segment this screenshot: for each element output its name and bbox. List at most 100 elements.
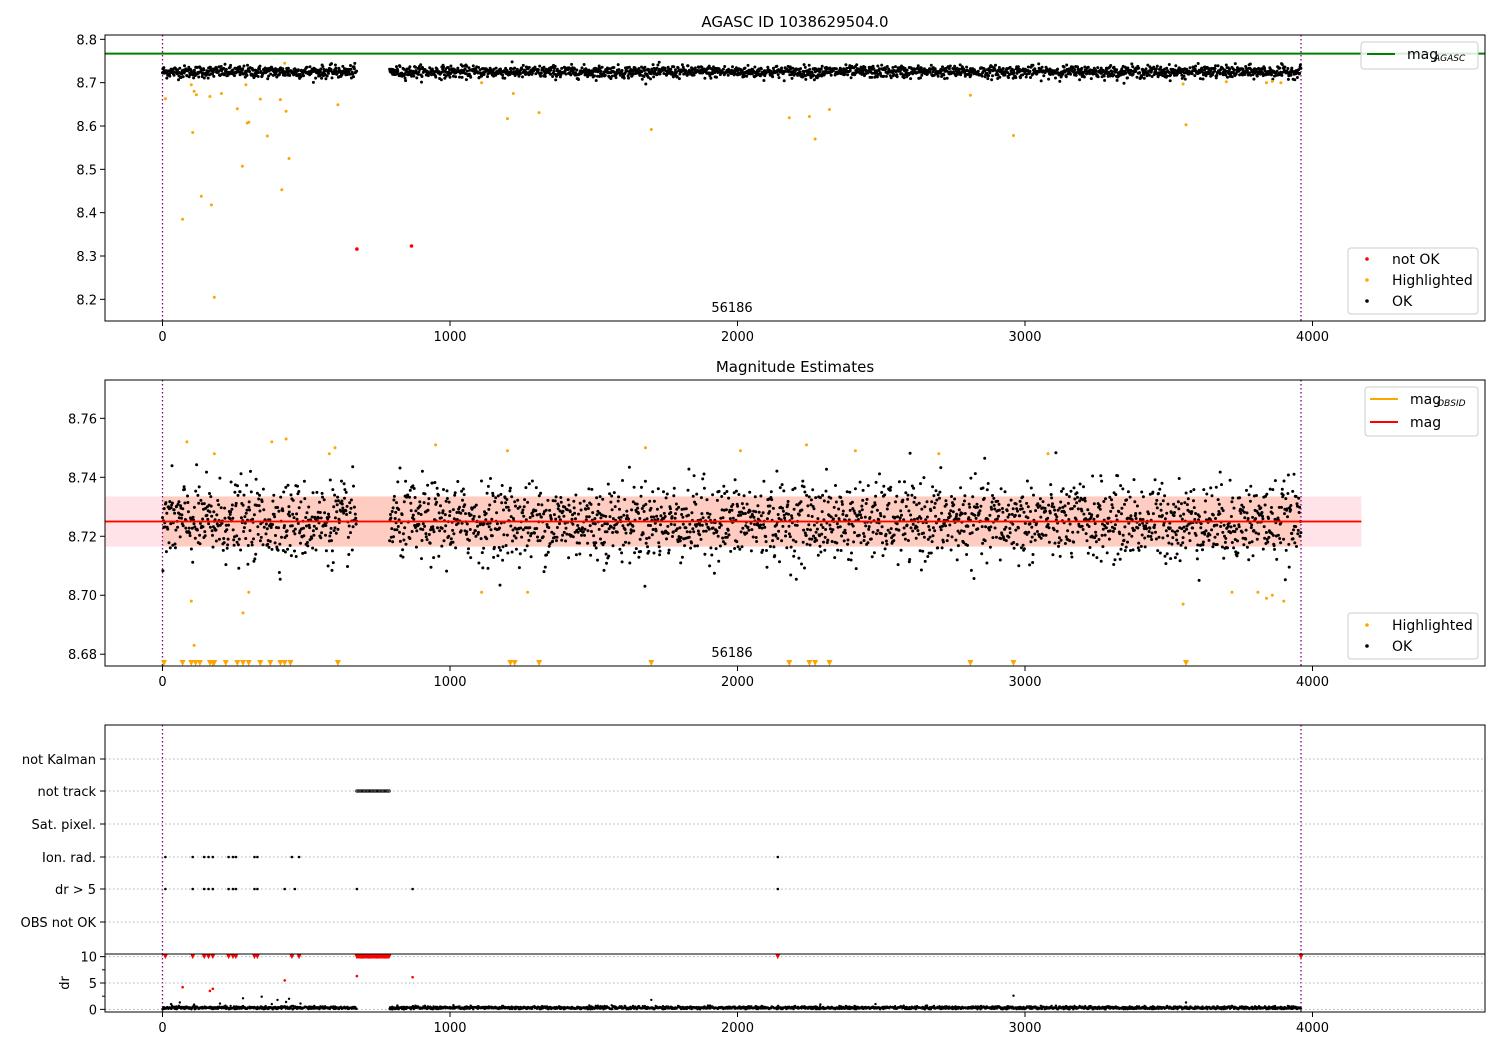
p1-ok-point: [330, 76, 334, 80]
p2-ok-point: [1032, 493, 1035, 497]
p2-ok-point: [875, 508, 879, 512]
p2-ok-point: [248, 508, 252, 512]
p2-ok-point: [223, 506, 227, 510]
p2-ok-point: [245, 508, 249, 512]
p1-ok-point: [712, 65, 715, 69]
p2-ok-point: [875, 532, 878, 536]
p2-ok-point: [258, 493, 261, 497]
p2-ok-point: [1088, 546, 1092, 549]
p2-ok-point: [835, 541, 839, 545]
p2-ok-point: [401, 548, 405, 552]
p2-ok-point: [738, 547, 742, 551]
p2-ok-point: [1161, 499, 1165, 503]
p1-ok-point: [311, 80, 315, 84]
p2-ok-point: [247, 505, 251, 509]
p2-ok-point: [920, 507, 924, 511]
p2-ok-point: [685, 530, 689, 534]
p2-ok-point: [505, 533, 509, 537]
p2-ok-point: [589, 553, 593, 557]
p2-ok-point: [841, 512, 845, 516]
p2-ok-point: [555, 539, 558, 543]
p1-ok-point: [1115, 78, 1119, 82]
p2-ok-point: [609, 525, 613, 529]
p2-ok-point: [235, 534, 239, 538]
p1-ok-point: [461, 64, 464, 68]
p2-xtick-label: 1000: [433, 675, 466, 690]
p2-ok-point: [188, 534, 192, 538]
p1-ok-point: [242, 64, 246, 68]
p2-ok-point: [820, 510, 824, 514]
p2-ok-point: [528, 526, 532, 530]
p1-ok-point: [554, 78, 558, 82]
p1-ok-point: [396, 69, 400, 73]
p1-ok-point: [782, 79, 786, 83]
p2-ok-point: [1128, 495, 1132, 499]
p1-ok-point: [245, 73, 249, 77]
p2-ok-point: [944, 499, 948, 503]
p2-ok-point: [781, 509, 785, 513]
p2-ok-point: [644, 502, 648, 506]
p2-ok-point: [1063, 504, 1067, 508]
p2-ok-point: [861, 488, 865, 492]
p2-ok-point: [306, 544, 310, 548]
p1-ok-point: [407, 73, 411, 77]
p1-highlighted-point: [787, 116, 791, 120]
p2-ok-point: [651, 528, 655, 531]
p1-ok-point: [625, 69, 629, 73]
p2-ytick-label: 8.76: [68, 412, 97, 427]
p2-ok-point: [327, 512, 330, 516]
p2-ok-point: [623, 528, 627, 531]
p2-ok-point: [219, 506, 223, 510]
p2-ok-point: [674, 502, 678, 506]
p2-ok-point: [770, 498, 774, 502]
p1-ok-point: [283, 73, 287, 77]
p2-ok-point: [700, 523, 704, 527]
p2-ok-point: [950, 535, 954, 539]
p2-ok-point: [728, 517, 732, 521]
p2-ok-point: [1004, 525, 1008, 529]
p2-ok-point: [432, 530, 436, 534]
p2-ok-point: [1156, 549, 1160, 553]
p1-ok-point: [1047, 77, 1051, 81]
p2-ok-point: [973, 472, 977, 476]
p1-ok-point: [177, 78, 180, 82]
p2-ok-point: [557, 504, 561, 508]
p2-ok-point: [957, 508, 961, 512]
p2-ok-point: [602, 568, 606, 572]
p2-ok-point: [289, 554, 293, 558]
p2-ok-point: [561, 509, 565, 513]
p2-ok-point: [988, 545, 992, 549]
p2-ok-point: [183, 487, 186, 491]
p2-ok-point: [985, 561, 989, 565]
p2-ok-point: [265, 527, 269, 531]
p2-ok-point: [747, 528, 751, 532]
p1-ok-point: [460, 75, 464, 79]
p1-ytick-label: 8.7: [76, 77, 97, 92]
p2-ok-point: [701, 516, 705, 520]
p2-ok-point: [272, 493, 276, 497]
p2-ok-point: [816, 517, 820, 521]
p2-ok-point: [182, 485, 186, 489]
p2-ok-point: [276, 548, 280, 552]
p2-ok-point: [940, 511, 944, 515]
p2-ok-point: [983, 456, 987, 460]
p2-ok-point: [1058, 554, 1062, 558]
p1-ok-point: [324, 77, 328, 81]
p2-ok-point: [430, 481, 434, 485]
p2-ok-point: [1029, 540, 1033, 544]
p2-ok-point: [573, 511, 577, 515]
p2-ok-point: [1011, 522, 1015, 526]
p2-ok-point: [302, 479, 306, 483]
p1-ok-point: [1086, 65, 1090, 69]
p2-ok-point: [469, 556, 473, 560]
p2-ok-point: [730, 508, 734, 512]
p2-ok-point: [227, 523, 230, 527]
p2-ok-point: [616, 499, 620, 503]
p2-ok-point: [708, 564, 712, 568]
p1-ok-point: [162, 66, 166, 70]
p1-ok-point: [408, 65, 412, 69]
p2-ok-point: [499, 548, 502, 552]
p2-ok-point: [805, 542, 809, 546]
p2-ok-point: [442, 539, 446, 543]
p2-ok-point: [580, 533, 583, 537]
